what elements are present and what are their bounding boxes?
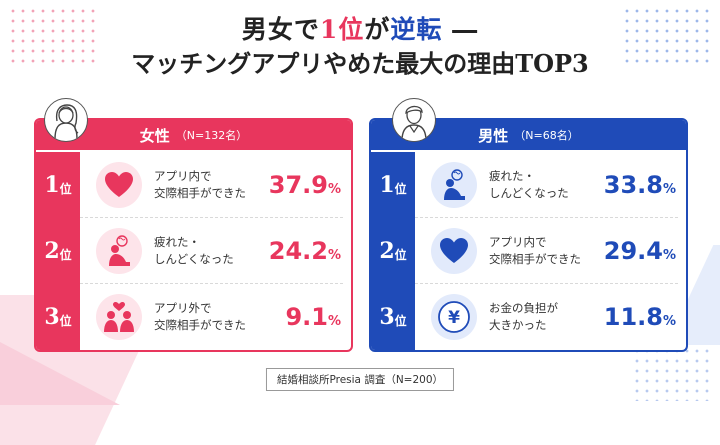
men-group-label: 男性 — [478, 126, 509, 145]
title-text: が — [364, 15, 391, 44]
rank-digit: 3 — [44, 304, 60, 330]
reason-line: しんどくなった — [154, 252, 234, 266]
percentage-unit: % — [662, 314, 676, 329]
percentage-number: 29.4 — [603, 237, 663, 265]
reason-line: 大きかった — [489, 318, 547, 332]
heart-icon — [96, 162, 142, 208]
women-ranking-panel: 女性 （N=132名） 1 位アプリ内で 交際相手ができた 37.9% 2 位疲れた・ しん… — [34, 118, 353, 352]
reason-text: 疲れた・しんどくなった — [154, 234, 264, 267]
reason-text: お金の負担が 大きかった — [489, 300, 599, 333]
rank-digit: 2 — [379, 238, 395, 264]
percentage-unit: % — [662, 248, 676, 263]
reason-line: アプリ内で — [154, 169, 212, 184]
men-rank-row: 3 位 ¥ お金の負担が 大きかった 11.8% — [371, 284, 686, 350]
percentage-number: 9.1 — [285, 303, 328, 331]
reason-line: 交際相手ができた — [489, 252, 581, 266]
reason-line: アプリ外で — [154, 301, 212, 316]
rank-digit: 3 — [379, 304, 395, 330]
woman-avatar-icon — [44, 98, 88, 142]
rank-digit: 1 — [44, 172, 60, 198]
decor-dots-bottom-right — [632, 346, 712, 401]
reason-line: お金の負担が — [489, 301, 558, 316]
reason-line: しんどくなった — [489, 186, 569, 200]
rank-suffix: 位 — [394, 313, 407, 328]
percentage-unit: % — [327, 182, 341, 197]
decor-dots-top-right — [622, 6, 712, 66]
percentage-unit: % — [327, 314, 341, 329]
man-avatar-icon — [392, 98, 436, 142]
title-dash: ― — [452, 15, 479, 44]
rank-suffix: 位 — [59, 181, 72, 196]
title-highlight-rank: 1位 — [319, 15, 365, 44]
yen-icon: ¥ — [431, 294, 477, 340]
men-rank-row: 2 位アプリ内で 交際相手ができた 29.4% — [371, 218, 686, 284]
women-rank-row: 1 位アプリ内で 交際相手ができた 37.9% — [36, 152, 351, 218]
reason-text: 疲れた・しんどくなった — [489, 168, 599, 201]
rank-suffix: 位 — [394, 181, 407, 196]
reason-text: アプリ内で交際相手ができた — [489, 234, 599, 267]
source-note: 結婚相談所Presia 調査（N=200） — [265, 368, 455, 391]
rank-suffix: 位 — [59, 247, 72, 262]
reason-text: アプリ外で交際相手ができた — [154, 300, 264, 333]
row-divider — [80, 283, 343, 284]
percentage-value: 29.4% — [604, 237, 676, 265]
percentage-number: 33.8 — [603, 171, 663, 199]
reason-text: アプリ内で交際相手ができた — [154, 168, 264, 201]
percentage-value: 11.8% — [604, 303, 676, 331]
row-divider — [80, 217, 343, 218]
couple-icon — [96, 294, 142, 340]
rank-suffix: 位 — [59, 313, 72, 328]
rank-suffix: 位 — [394, 247, 407, 262]
reason-line: アプリ内で — [489, 235, 547, 250]
percentage-value: 37.9% — [269, 171, 341, 199]
women-group-label: 女性 — [139, 126, 170, 145]
reason-line: 交際相手ができた — [154, 186, 246, 200]
row-divider — [415, 217, 678, 218]
women-rank-row: 3 位 アプリ外で交際相手ができた 9.1% — [36, 284, 351, 350]
reason-line: 疲れた・ — [154, 235, 200, 250]
men-rank-row: 1 位疲れた・ しんどくなった 33.8% — [371, 152, 686, 218]
rank-digit: 2 — [44, 238, 60, 264]
rank-digit: 1 — [379, 172, 395, 198]
row-divider — [415, 283, 678, 284]
percentage-unit: % — [662, 182, 676, 197]
tired-person-icon — [96, 228, 142, 274]
title-line-2: マッチングアプリやめた最大の理由TOP3 — [131, 49, 589, 79]
women-sample-size: （N=132名） — [175, 129, 248, 142]
percentage-unit: % — [327, 248, 341, 263]
reason-line: 疲れた・ — [489, 169, 535, 184]
svg-text:¥: ¥ — [448, 308, 460, 328]
page-title: 男女で1位が逆転 ― マッチングアプリやめた最大の理由TOP3 — [0, 14, 720, 79]
percentage-number: 24.2 — [268, 237, 328, 265]
heart-icon — [431, 228, 477, 274]
reason-line: 交際相手ができた — [154, 318, 246, 332]
title-text: 男女で — [241, 15, 320, 44]
men-ranking-panel: 男性 （N=68名） 1 位疲れた・ しんどくなった 33.8% 2 位アプリ内で 交際相手… — [369, 118, 688, 352]
percentage-value: 33.8% — [604, 171, 676, 199]
men-sample-size: （N=68名） — [514, 129, 579, 142]
women-rank-row: 2 位疲れた・ しんどくなった 24.2% — [36, 218, 351, 284]
decor-dots-top-left — [8, 6, 98, 66]
percentage-value: 9.1% — [285, 303, 341, 331]
tired-person-icon — [431, 162, 477, 208]
percentage-value: 24.2% — [269, 237, 341, 265]
percentage-number: 37.9 — [268, 171, 328, 199]
percentage-number: 11.8 — [603, 303, 663, 331]
title-highlight-reverse: 逆転 — [390, 15, 443, 44]
title-line-1: 男女で1位が逆転 ― — [0, 14, 720, 45]
women-panel-header: 女性 （N=132名） — [36, 120, 351, 150]
